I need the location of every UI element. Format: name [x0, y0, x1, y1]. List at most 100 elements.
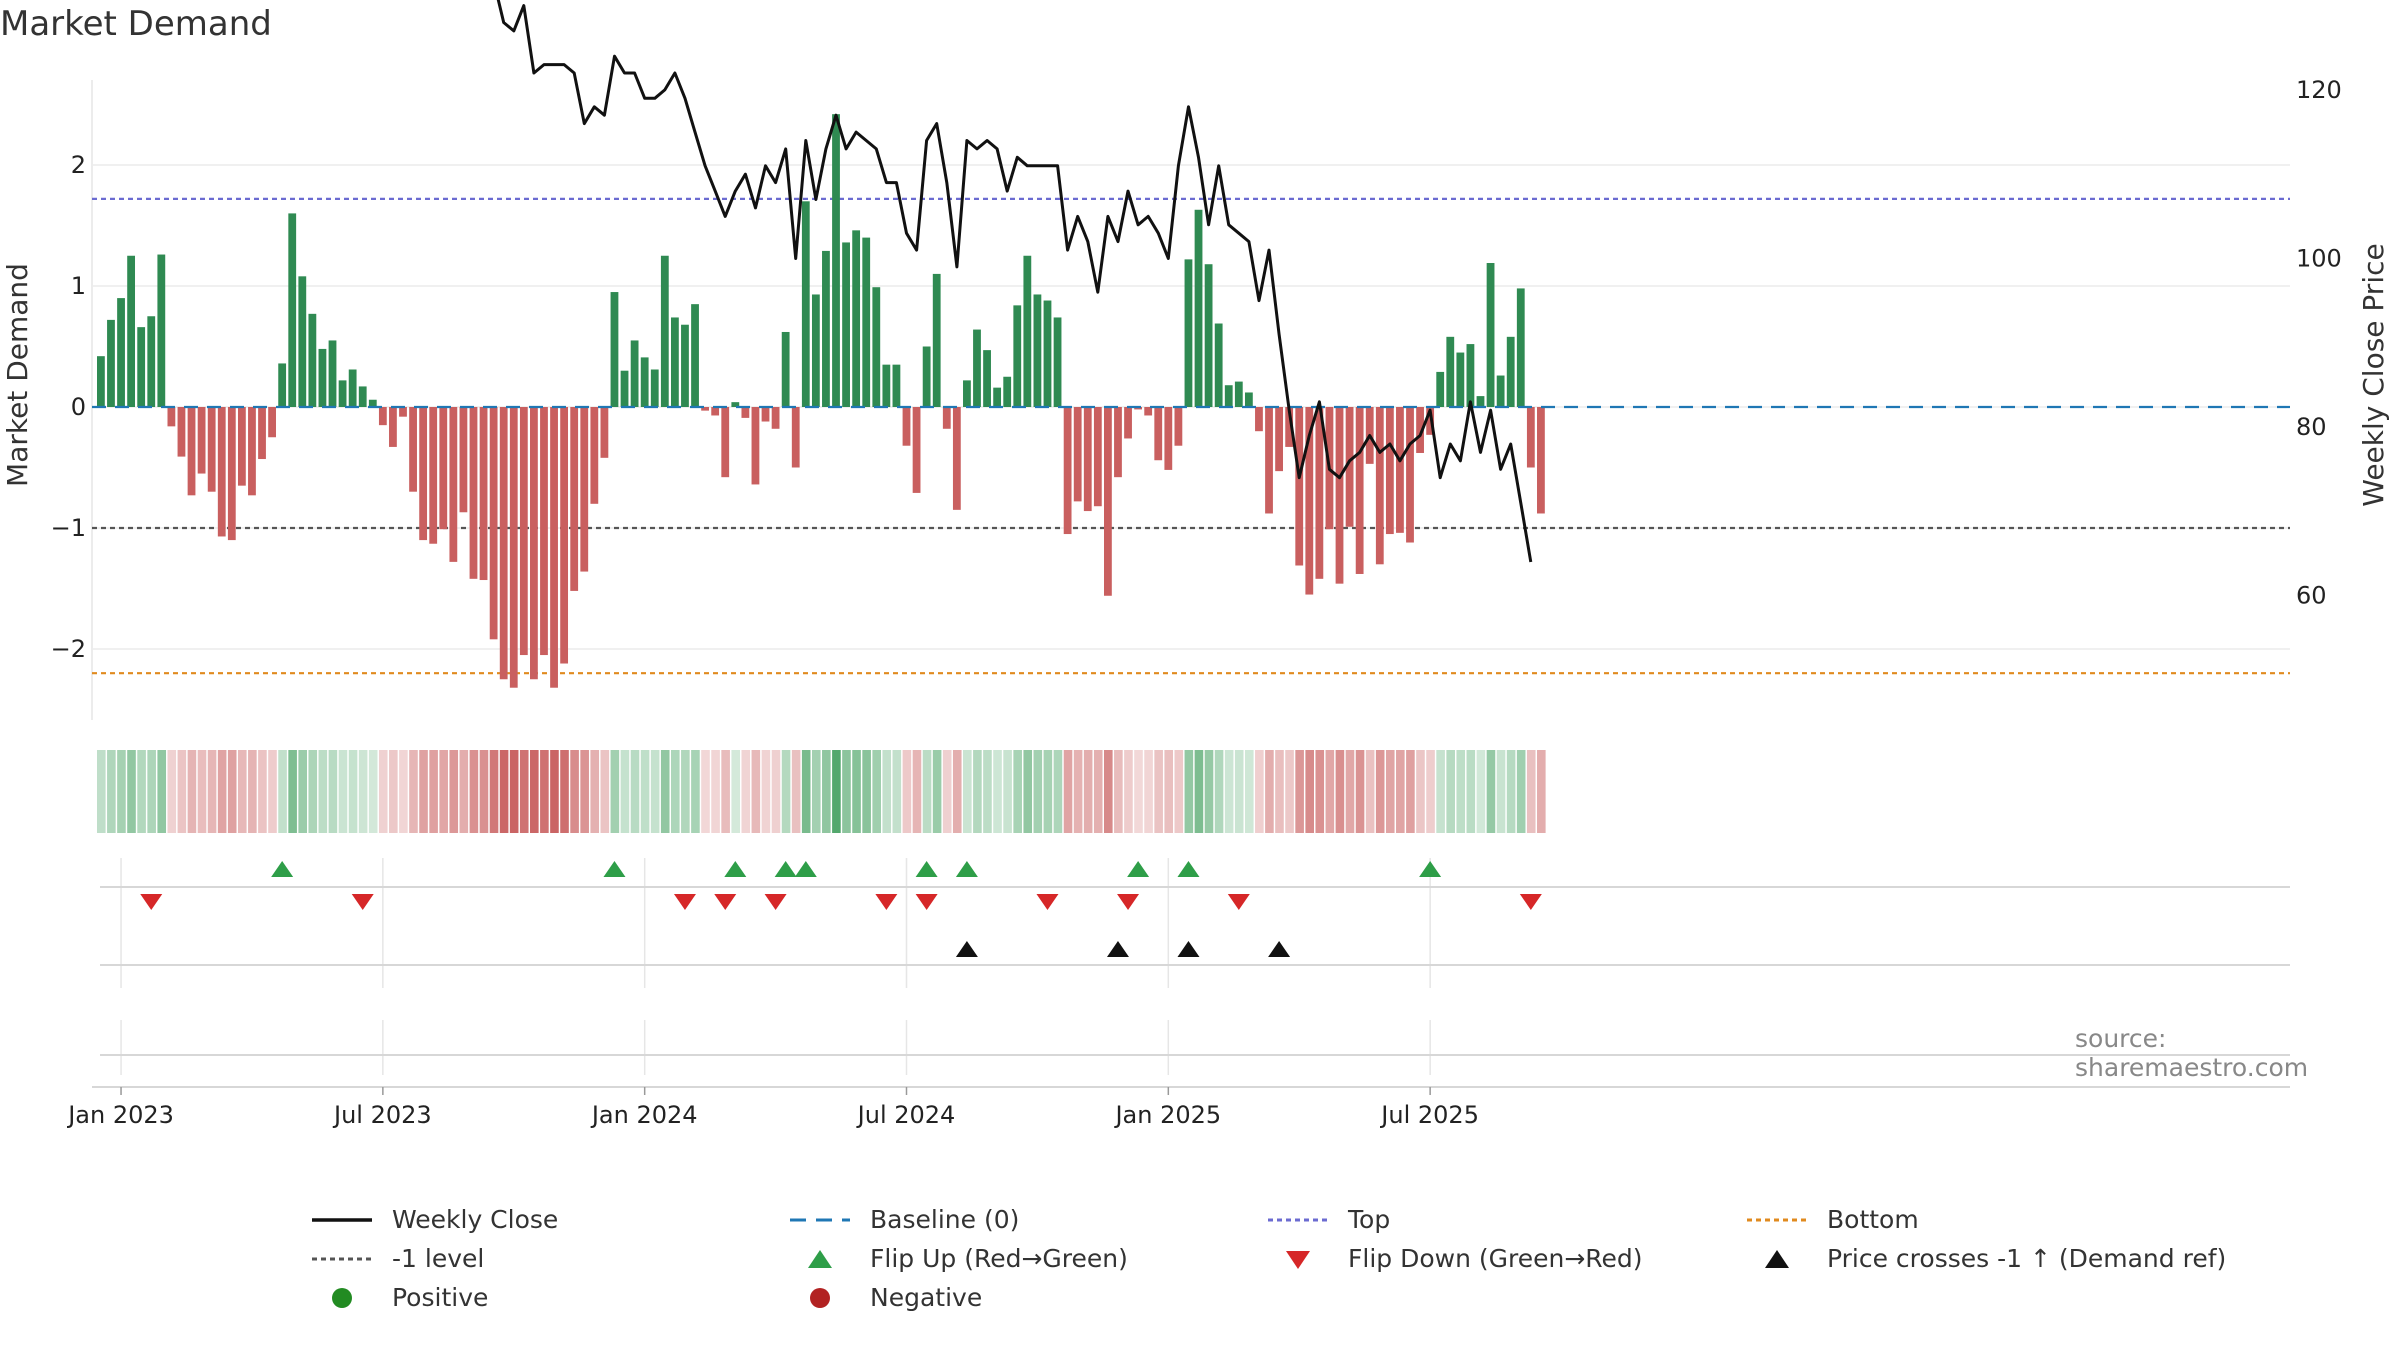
demand-bar [1124, 407, 1132, 439]
strip-cell [771, 750, 781, 833]
strip-cell [409, 750, 418, 833]
strip-cell [983, 750, 992, 833]
strip-cell [368, 750, 378, 833]
y2-tick-label: 100 [2296, 245, 2342, 273]
strip-cell [1114, 750, 1123, 833]
demand-bar [590, 407, 599, 504]
strip-cell [640, 750, 650, 833]
strip-cell [328, 750, 338, 833]
strip-cell [912, 750, 922, 833]
demand-bar [832, 114, 840, 408]
flip-down-marker [351, 894, 374, 910]
strip-cell [1093, 750, 1103, 833]
demand-bar [952, 407, 961, 510]
grid-lines [91, 80, 2290, 1088]
demand-bar [459, 407, 468, 513]
strip-cell [791, 750, 801, 833]
strip-cell [1375, 750, 1385, 833]
strip-cell [670, 750, 680, 833]
strip-cell [378, 750, 388, 833]
demand-bar [1033, 294, 1042, 407]
demand-bar [1023, 255, 1032, 407]
demand-bar [519, 407, 528, 656]
strip-cell [499, 750, 509, 833]
strip-cell [338, 750, 348, 833]
demand-bar [862, 237, 871, 407]
strip-cell [751, 750, 761, 833]
strip-cell [1033, 750, 1043, 833]
strip-cell [872, 750, 881, 833]
demand-bar [1416, 407, 1424, 453]
demand-bar [137, 327, 146, 407]
demand-bar [973, 329, 981, 407]
y2-tick-label: 120 [2296, 76, 2342, 104]
strip-cell [1073, 750, 1083, 833]
demand-bar [348, 369, 357, 407]
strip-cell [237, 750, 247, 833]
strip-cell [822, 750, 831, 833]
strip-cell [862, 750, 871, 833]
x-tick-label: Jul 2023 [332, 1101, 432, 1129]
strip-cell [882, 750, 892, 833]
demand-bar [1265, 407, 1273, 514]
strip-cell [1466, 750, 1476, 833]
demand-bar [1486, 263, 1495, 407]
demand-bar [640, 357, 649, 407]
flip-up-marker [1127, 861, 1150, 877]
demand-bar [1526, 407, 1535, 468]
demand-bar [630, 340, 639, 407]
demand-bar [399, 407, 407, 417]
demand-bar [1305, 407, 1314, 595]
x-tick-label: Jan 2023 [66, 1101, 174, 1129]
demand-bars [92, 114, 2290, 688]
demand-bar [1244, 392, 1253, 407]
legend-item-positive: Positive [312, 1283, 488, 1312]
flip-up-marker [271, 861, 294, 877]
legend-item-negative: Negative [790, 1283, 982, 1312]
strip-cell [167, 750, 177, 833]
strip-cell [973, 750, 982, 833]
y2-axis-title: Weekly Close Price [2357, 243, 2390, 506]
strip-cell [711, 750, 720, 833]
page-title: Market Demand [0, 4, 272, 44]
strip-cell [1204, 750, 1214, 833]
strip-cell [1436, 750, 1445, 833]
strip-cell [197, 750, 207, 833]
strip-cell [459, 750, 469, 833]
demand-bar [610, 292, 619, 407]
x-tick-label: Jul 2024 [856, 1101, 956, 1129]
demand-bar [147, 316, 156, 407]
demand-bar [1174, 407, 1183, 446]
reference-levels [92, 197, 2290, 675]
demand-bar [540, 407, 548, 656]
demand-bar [1255, 407, 1263, 432]
demand-bar [1043, 300, 1052, 407]
flip-up-marker [724, 861, 747, 877]
demand-bar [650, 369, 659, 407]
y-tick-label: 2 [71, 151, 86, 179]
strip-cell [419, 750, 428, 833]
strip-cell [1124, 750, 1133, 833]
demand-bar [1506, 336, 1515, 407]
demand-bar [107, 319, 115, 407]
demand-bar [449, 407, 458, 562]
strip-cell [358, 750, 368, 833]
demand-bar [1114, 407, 1122, 478]
demand-bar [1194, 209, 1203, 407]
strip-cell [761, 750, 771, 833]
strip-cell [1023, 750, 1033, 833]
strip-cell [348, 750, 358, 833]
demand-bar [419, 407, 428, 541]
legend-item-bottom: Bottom [1747, 1205, 1919, 1234]
demand-bar [358, 386, 367, 407]
demand-bar [368, 399, 377, 407]
strip-cell [1013, 750, 1022, 833]
flip-down-marker [875, 894, 898, 910]
strip-cell [550, 750, 559, 833]
strip-cell [1164, 750, 1174, 833]
demand-bar [892, 364, 901, 407]
dotted-line-icon [1747, 1218, 1807, 1221]
strip-cell [660, 750, 670, 833]
demand-bar [1093, 407, 1102, 507]
dashed-line-icon [790, 1218, 850, 1221]
